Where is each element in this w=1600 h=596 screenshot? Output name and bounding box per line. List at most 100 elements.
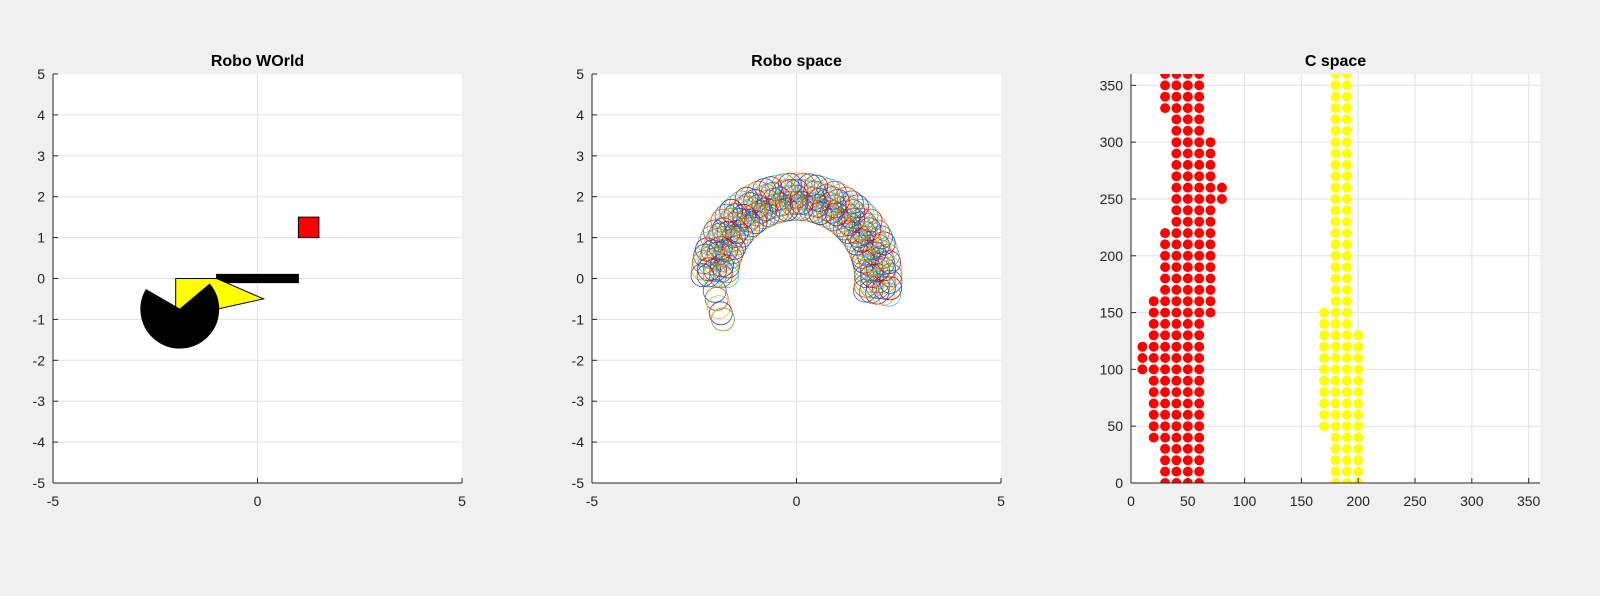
c-space-point [1194,239,1205,250]
c-space-point [1194,74,1205,79]
c-space-point [1330,91,1341,102]
c-space-point [1182,432,1193,443]
c-space-point [1330,182,1341,193]
c-space-point [1171,80,1182,91]
c-space-point [1341,273,1352,284]
c-space-point [1205,216,1216,227]
c-space-point [1341,114,1352,125]
c-space-point [1160,239,1171,250]
c-space-point [1171,250,1182,261]
c-space-point [1182,171,1193,182]
c-space-point [1330,159,1341,170]
c-space-point [1160,307,1171,318]
c-space-point [1341,137,1352,148]
c-space-point [1182,137,1193,148]
c-space-point [1194,284,1205,295]
c-space-point [1341,455,1352,466]
robo-space-point [715,264,739,289]
c-space-point [1330,114,1341,125]
c-space-point [1341,296,1352,307]
c-space-point [1194,182,1205,193]
c-space-point [1194,466,1205,477]
robo-space-point [693,243,718,268]
c-space-point [1171,443,1182,454]
c-space-point [1171,296,1182,307]
robo-space-point [853,212,878,237]
c-space-point [1353,421,1364,432]
robo-world-plot [140,216,320,349]
robo-space-point [702,263,727,288]
c-space-point [1171,228,1182,239]
c-space-point [1182,228,1193,239]
c-space-point [1160,284,1171,295]
c-space-point [1171,216,1182,227]
c-space-point [1353,443,1364,454]
c-space-point [1353,364,1364,375]
robo-space-axes: -5 0 5 -5 -4 -3 -2 -1 0 1 2 3 4 5 Robo space [572,53,1006,509]
c-space-point [1330,375,1341,386]
c-space-point [1319,353,1330,363]
robo-space-y-tick-label: -4 [572,434,585,450]
robo-space-plot [690,172,903,332]
c-space-point [1148,353,1159,363]
c-space-point [1353,375,1364,386]
robo-world-title: Robo WOrld [211,53,304,70]
robo-space-point [711,217,736,242]
robo-space-point [849,216,873,241]
c-space-point [1194,91,1205,102]
c-space-y-tick-label: 200 [1100,248,1124,264]
c-space-point [1148,432,1159,443]
obstacle-square [297,216,320,239]
c-space-point [1160,318,1171,329]
c-space-point [1160,455,1171,466]
c-space-point [1148,307,1159,318]
robo-space-point [696,263,721,288]
c-space-point [1182,239,1193,250]
c-space-point [1160,478,1171,483]
c-space-x-tick-label: 0 [1127,493,1135,509]
c-space-point [1148,375,1159,386]
c-space-point [1330,466,1341,477]
c-space-point [1353,341,1364,352]
robo-space-point [836,220,861,244]
c-space-point [1171,478,1182,483]
c-space-point [1148,421,1159,432]
c-space-point [1182,91,1193,102]
robo-space-x-tick-label: 0 [793,493,801,509]
c-space-point [1160,387,1171,398]
c-space-point [1341,80,1352,91]
c-space-point [1171,421,1182,432]
c-space-point [1194,228,1205,239]
robo-space-point [857,217,882,242]
c-space-point [1171,125,1182,136]
robo-world-y-tick-label: 0 [37,271,45,287]
robo-space-point [716,254,740,279]
robo-space-point [850,228,874,253]
c-space-point [1182,466,1193,477]
robo-world-y-tick-label: -4 [33,434,46,450]
robo-world-y-tick-label: 2 [37,189,45,205]
c-space-point [1341,375,1352,386]
robo-space-point [872,269,897,294]
c-space-y-tick-label: 50 [1107,418,1123,434]
c-space-point [1205,307,1216,318]
c-space-point [1160,443,1171,454]
c-space-point [1319,421,1330,432]
c-space-point [1182,398,1193,409]
c-space-point [1341,216,1352,227]
c-space-point [1160,250,1171,261]
robo-space-point [794,197,819,222]
c-space-point [1171,148,1182,159]
robo-space-x-tick-label: 5 [997,493,1005,509]
c-space-point [1148,341,1159,352]
robo-space-point [723,203,748,228]
c-space-point [1171,375,1182,386]
c-space-point [1171,273,1182,284]
c-space-x-tick-label: 300 [1460,493,1484,509]
robo-world-y-tick-label: -5 [33,475,46,491]
c-space-point [1319,409,1330,420]
c-space-point [1319,364,1330,375]
robo-space-point [715,259,740,284]
c-space-point [1194,273,1205,284]
c-space-point [1341,125,1352,136]
